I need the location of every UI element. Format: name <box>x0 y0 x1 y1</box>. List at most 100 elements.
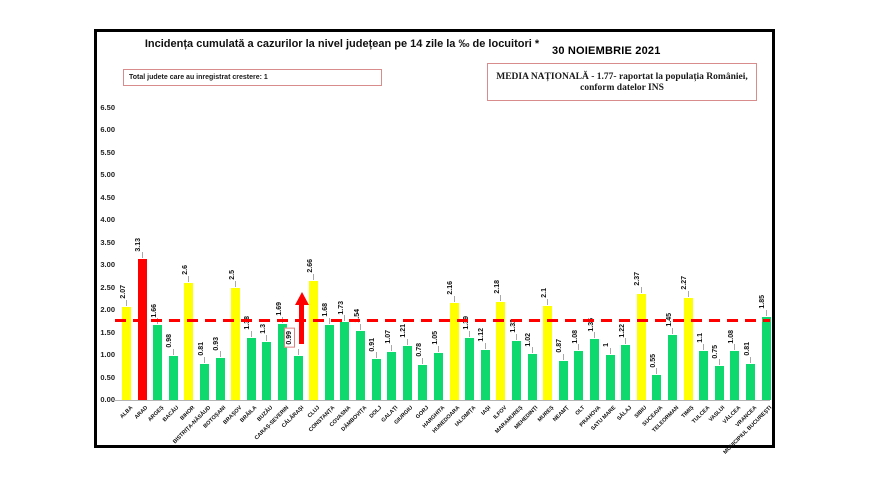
bar-teleorman <box>668 334 677 400</box>
bar-cluj <box>309 280 319 400</box>
bar-leader-line <box>235 280 237 287</box>
bar-leader-line <box>609 348 611 355</box>
bar-leader-line <box>453 295 455 302</box>
bar-leader-line <box>500 295 502 302</box>
bar-covasna <box>340 322 350 400</box>
bar-leader-line <box>594 332 595 339</box>
bar-leader-line <box>188 276 190 283</box>
bar-leader-line <box>406 338 408 345</box>
bar-value-label: 2.07 <box>119 285 127 300</box>
bar-leader-line <box>438 345 439 352</box>
increase-arrow-icon <box>294 292 309 305</box>
increase-arrow-stem <box>299 304 305 344</box>
highlighted-value-box: 0.99 <box>284 327 296 348</box>
bar-ia-i <box>480 349 490 400</box>
bar-value-label: 1.05 <box>431 331 439 345</box>
bar-value-label: 2.1 <box>540 287 548 298</box>
bar-value-label: 0.87 <box>556 339 564 353</box>
y-axis-tick: 2.50 <box>100 282 115 292</box>
bar-leader-line <box>734 344 736 351</box>
bar-alba <box>122 307 131 400</box>
bar-value-label: 1.73 <box>337 300 345 315</box>
bar-leader-line <box>126 300 127 306</box>
bar-value-label: 1.22 <box>618 323 626 338</box>
bar-value-label: 0.55 <box>649 353 657 368</box>
bar-leader-line <box>640 286 642 293</box>
bar-vaslui <box>714 366 724 400</box>
bar-br-ila <box>246 338 256 400</box>
bar-olt <box>574 351 584 400</box>
bar-value-label: 1.69 <box>275 302 283 317</box>
y-axis-tick: 6.50 <box>100 103 115 112</box>
bar-leader-line <box>718 359 720 366</box>
national-average-text-line2: conform datelor INS <box>580 82 664 93</box>
bar-leader-line <box>391 344 393 351</box>
bar-leader-line <box>344 315 346 322</box>
bar-leader-line <box>656 368 658 375</box>
bar-bihor <box>184 283 194 400</box>
bar-leader-line <box>313 273 315 280</box>
bar-value-label: 1.68 <box>322 302 330 317</box>
bar-value-label: 2.27 <box>681 276 689 291</box>
bar-ialomi-a <box>465 337 475 400</box>
bar-value-label: 0.98 <box>166 334 174 348</box>
growth-counties-note: Total judete care au inregistrat crester… <box>129 74 268 81</box>
bar-value-label: 0.93 <box>213 336 221 351</box>
bar-value-label: 1.3 <box>259 323 267 334</box>
y-axis-tick: 5.00 <box>100 170 115 180</box>
bar-value-label: 2.18 <box>493 280 501 295</box>
bar-value-label: 2.6 <box>181 265 189 276</box>
bar-value-label: 0.81 <box>743 342 751 356</box>
bar-prahova <box>590 339 599 400</box>
bar-value-label: 1.1 <box>696 332 704 343</box>
bar-mehedin-i <box>527 354 537 400</box>
y-axis-tick: 1.50 <box>100 327 115 337</box>
bar-s-laj <box>621 345 631 400</box>
bar-value-label: 1.07 <box>384 330 392 344</box>
bar-leader-line <box>469 330 471 337</box>
bar-boto-ani <box>215 358 225 400</box>
bar-leader-line <box>422 357 424 364</box>
bar-value-label: 1.39 <box>462 315 470 330</box>
bar-hunedoara <box>449 302 459 400</box>
chart-frame: Incidența cumulată a cazurilor la nivel … <box>94 29 775 456</box>
bar-v-lcea <box>730 351 740 400</box>
chart-title: Incidența cumulată a cazurilor la nivel … <box>144 38 540 50</box>
x-axis-line <box>113 400 770 401</box>
bar-leader-line <box>625 338 627 345</box>
plot-area: 0.00 0.50 1.00 1.50 2.00 2.50 3.00 3.50 4.00 4.50… <box>97 32 773 456</box>
bar-leader-line <box>375 352 377 359</box>
bar-suceava <box>652 375 662 400</box>
bar-leader-line <box>360 323 361 330</box>
y-axis-tick: 5.50 <box>100 147 115 157</box>
bar-leader-line <box>141 252 143 259</box>
bar-timi- <box>683 298 693 400</box>
bar-satu-mare <box>605 355 615 400</box>
bar-leader-line <box>219 351 221 358</box>
bar-dolj <box>371 359 381 400</box>
bar-gala-i <box>387 351 397 400</box>
bar-buz-u <box>262 341 272 400</box>
bar-leader-line <box>750 356 751 363</box>
bar-leader-line <box>516 333 517 340</box>
y-axis-tick: 2.00 <box>100 305 115 315</box>
bar-value-label: 1.21 <box>400 324 408 338</box>
bar-leader-line <box>250 331 252 337</box>
bar-value-label: 0.91 <box>369 337 377 352</box>
report-date: 30 NOIEMBRIE 2021 <box>552 45 661 57</box>
bar-arad <box>137 259 147 400</box>
bar-value-label: 1 <box>603 343 611 348</box>
national-average-box: MEDIA NAȚIONALĂ - 1.77- raportat la popu… <box>487 63 757 101</box>
bar-leader-line <box>578 344 580 351</box>
bar-constan-a <box>324 324 334 400</box>
bar-value-label: 1.12 <box>478 328 486 342</box>
bar-bac-u <box>168 355 178 400</box>
bar-leader-line <box>531 347 533 354</box>
y-axis-tick: 4.00 <box>100 215 115 225</box>
national-average-line <box>115 318 770 322</box>
bar-maramure- <box>512 340 521 400</box>
bar-value-label: 0.75 <box>712 344 720 359</box>
bar-leader-line <box>297 348 299 355</box>
bar-leader-line <box>562 353 564 360</box>
